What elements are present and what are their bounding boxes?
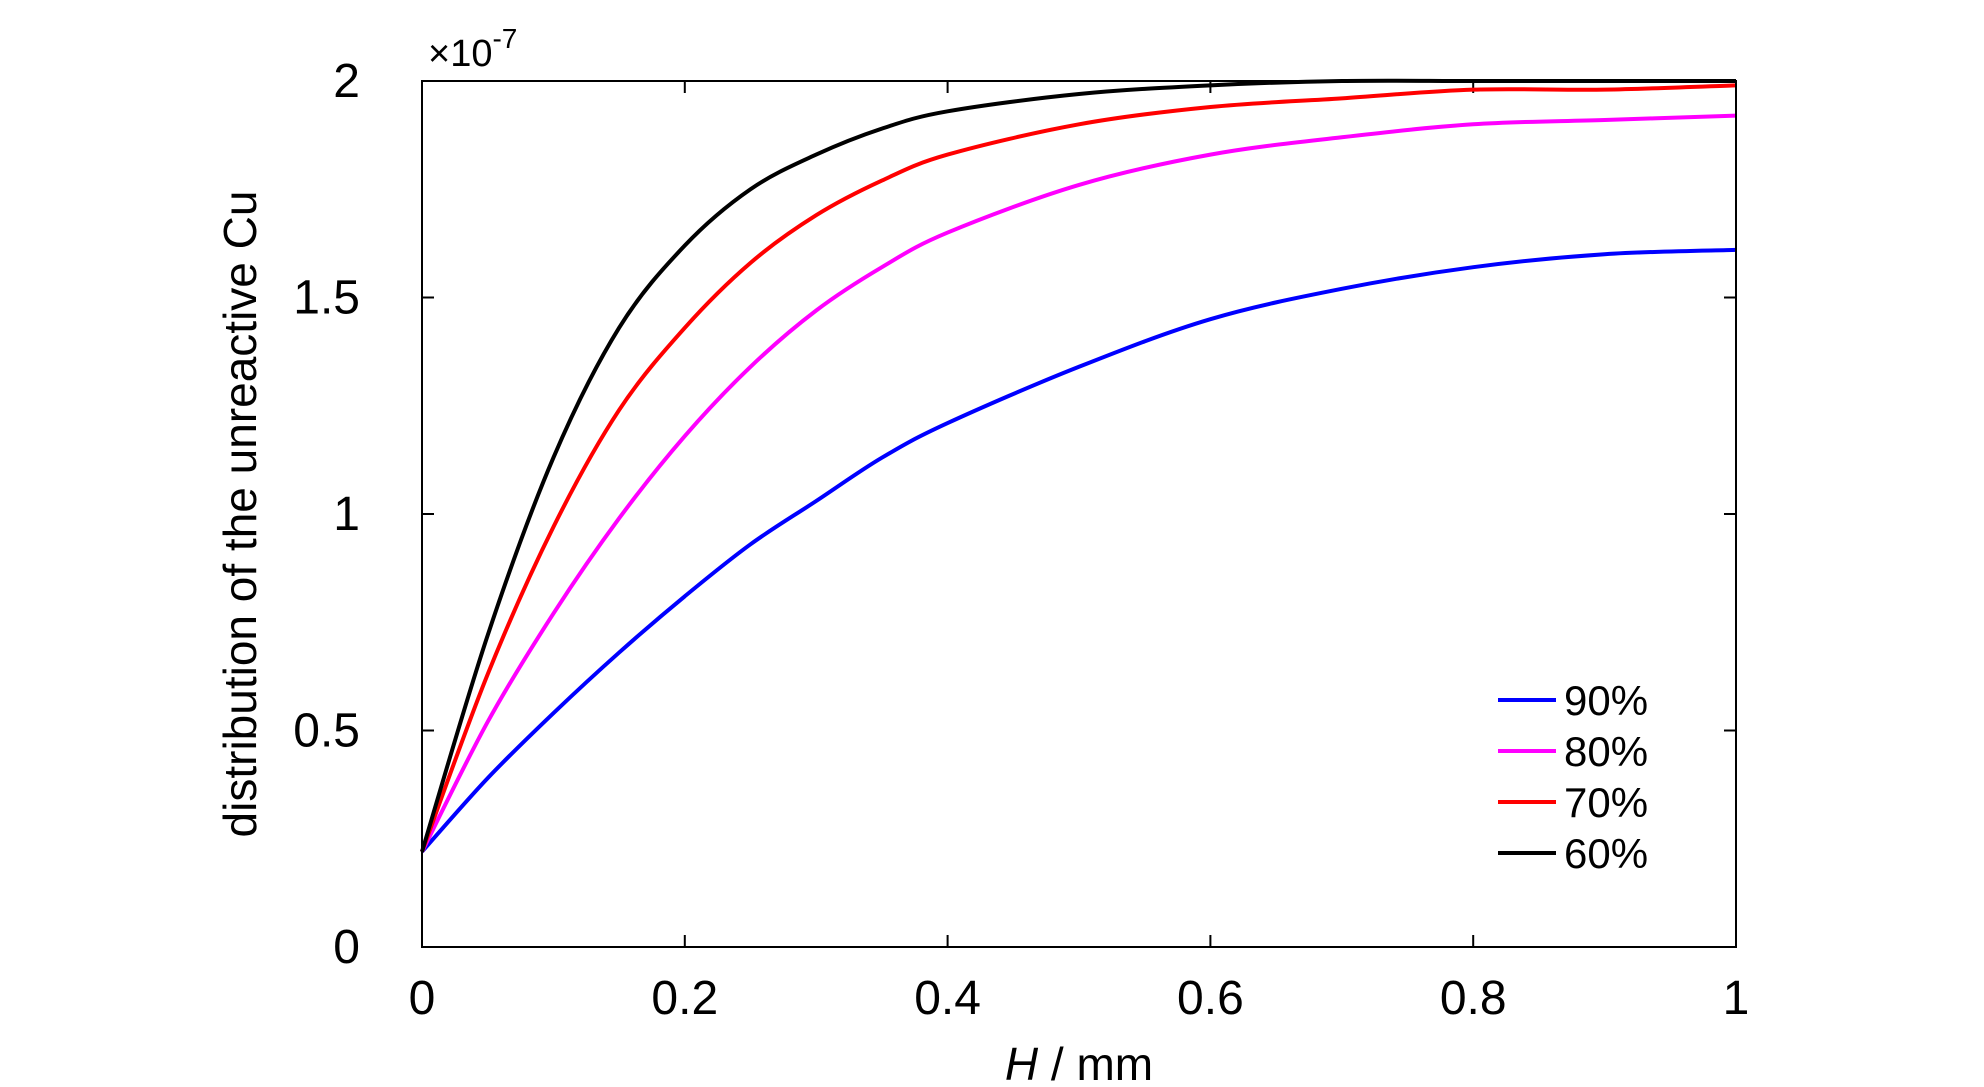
series-line-60pct (420, 78, 1736, 853)
tick-marks (421, 80, 1737, 948)
series-line-80pct (420, 113, 1737, 853)
y-axis-exponent: ×10-7 (428, 23, 517, 75)
y-tick-label: 1 (333, 488, 360, 541)
x-tick-labels: 0 0.2 0.4 0.6 0.8 1 (409, 972, 1750, 1025)
x-tick-label: 0.4 (914, 972, 981, 1025)
legend-label: 90% (1564, 677, 1648, 724)
legend-label: 60% (1564, 830, 1648, 877)
x-axis-label-variable: H (1005, 1038, 1039, 1087)
x-tick-label: 0.6 (1177, 972, 1244, 1025)
x-axis-label: H / mm (1005, 1038, 1153, 1087)
plot-frame (421, 80, 1737, 948)
y-tick-label: 2 (333, 55, 360, 108)
legend-label: 80% (1564, 728, 1648, 775)
y-axis-label: distribution of the unreactive Cu (214, 191, 266, 838)
series-layer (420, 78, 1737, 854)
legend: 90%80%70%60% (1498, 677, 1648, 877)
legend-label: 70% (1564, 779, 1648, 826)
series-line-70pct (420, 83, 1737, 853)
y-tick-label: 1.5 (293, 272, 360, 325)
x-tick-label: 0 (409, 972, 436, 1025)
x-tick-label: 0.8 (1440, 972, 1507, 1025)
series-line-90pct (420, 247, 1737, 854)
x-tick-label: 0.2 (651, 972, 718, 1025)
x-tick-label: 1 (1723, 972, 1750, 1025)
y-tick-label: 0.5 (293, 705, 360, 758)
y-tick-label: 0 (333, 921, 360, 974)
y-axis-exponent-base: ×10 (428, 33, 492, 75)
y-tick-labels: 0 0.5 1 1.5 2 (293, 55, 360, 974)
y-axis-exponent-power: -7 (492, 23, 517, 54)
x-axis-label-unit: / mm (1038, 1038, 1153, 1087)
